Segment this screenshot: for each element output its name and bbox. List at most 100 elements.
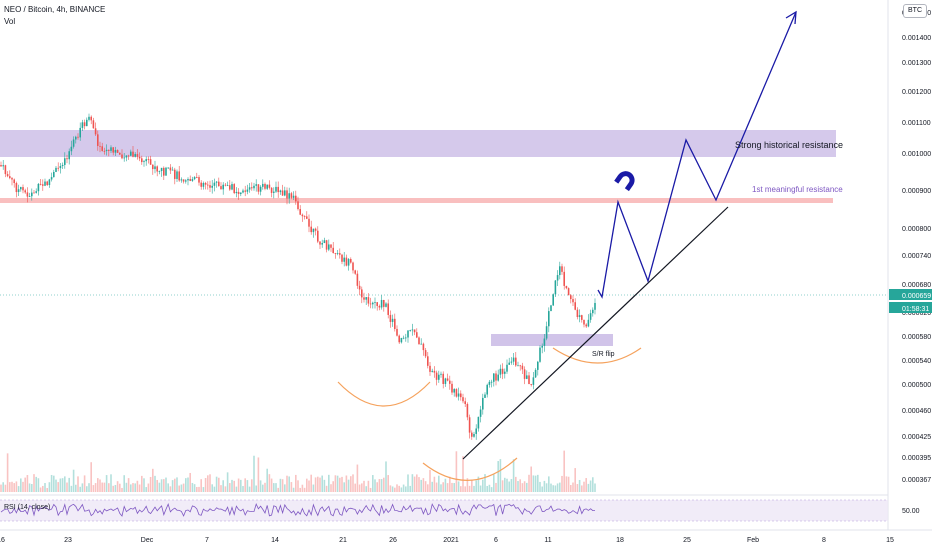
candle-body	[328, 244, 330, 250]
candle-body	[288, 193, 290, 199]
volume-bar	[332, 481, 334, 492]
candle-body	[312, 228, 315, 233]
volume-bar	[248, 486, 251, 492]
strong-resistance-label[interactable]: Strong historical resistance	[735, 140, 843, 150]
candle-body	[347, 259, 350, 266]
volume-bar	[559, 482, 561, 492]
volume-bar	[191, 482, 194, 492]
volume-bar	[50, 474, 53, 492]
candle-body	[70, 146, 73, 152]
volume-bar	[233, 480, 235, 492]
candle-body	[281, 190, 284, 196]
volume-bar	[312, 484, 315, 492]
time-tick-label: 23	[64, 537, 72, 544]
candle-body	[306, 216, 308, 219]
candle-body	[176, 171, 178, 179]
candle-body	[314, 228, 317, 231]
candle-body	[94, 128, 97, 135]
candle-body	[136, 154, 139, 157]
candle-body	[119, 152, 121, 155]
volume-bar	[383, 477, 385, 492]
candle-body	[356, 273, 359, 286]
candle-body	[570, 295, 572, 300]
currency-badge[interactable]: BTC	[903, 4, 927, 18]
first-resistance-line[interactable]	[0, 198, 833, 203]
price-tick-label: 0.001400	[902, 35, 931, 42]
candle-body	[204, 182, 207, 185]
price-tick-label: 0.000680	[902, 282, 931, 289]
volume-bar	[136, 480, 139, 492]
volume-bar	[473, 485, 475, 492]
price-tick-label: 0.001100	[902, 120, 931, 127]
countdown-tag	[889, 302, 932, 313]
candle-body	[55, 167, 57, 172]
volume-bar	[297, 480, 299, 492]
candle-body	[317, 230, 319, 242]
volume-bar	[319, 477, 321, 492]
volume-bar	[2, 482, 4, 492]
volume-bar	[218, 477, 220, 492]
candle-body	[350, 259, 352, 263]
time-tick-label: 15	[886, 537, 894, 544]
volume-bar	[325, 485, 328, 492]
volume-bar	[127, 478, 130, 492]
volume-bar	[92, 485, 95, 492]
volume-bar	[119, 483, 121, 492]
volume-bar	[413, 476, 416, 492]
volume-bar	[460, 486, 462, 492]
price-tick-label: 0.000740	[902, 253, 931, 260]
volume-bar	[528, 474, 530, 492]
left-shoulder-arc[interactable]	[337, 381, 431, 407]
volume-bar	[295, 474, 297, 492]
volume-bar	[416, 474, 418, 492]
volume-bar	[405, 486, 407, 492]
volume-bar	[31, 484, 33, 492]
candle-body	[198, 177, 200, 183]
candle-body	[413, 329, 416, 333]
price-tick-label: 0.000620	[902, 310, 931, 317]
candle-body	[237, 191, 240, 195]
volume-bar	[358, 484, 361, 492]
volume-bar	[138, 484, 141, 492]
volume-bar	[574, 468, 576, 492]
candle-body	[57, 167, 59, 169]
volume-bar	[515, 476, 517, 492]
first-resistance-label[interactable]: 1st meaningful resistance	[752, 185, 843, 194]
volume-bar	[156, 479, 158, 492]
rsi-label[interactable]: RSI (14, close)	[4, 504, 50, 511]
candle-body	[182, 179, 185, 182]
bottom-arc[interactable]	[422, 457, 518, 481]
candle-body	[211, 185, 213, 188]
candle-body	[559, 266, 561, 276]
volume-bar	[376, 482, 378, 492]
candle-body	[180, 179, 183, 181]
strong-resistance-zone[interactable]	[0, 130, 836, 157]
sr-flip-zone[interactable]	[491, 334, 613, 346]
candle-body	[33, 192, 35, 194]
price-tick-label: 0.001000	[902, 151, 931, 158]
time-axis-ticks: 16 23 Dec 7 14 21 26 2021 6 11 18 25 Feb 8 15	[0, 537, 894, 544]
projection-path[interactable]	[597, 11, 797, 299]
candle-body	[345, 257, 348, 266]
candle-body	[438, 374, 440, 380]
candle-body	[411, 329, 414, 331]
volume-bar	[314, 477, 317, 492]
candle-body	[178, 171, 180, 181]
volume-bar	[354, 483, 356, 492]
candle-body	[424, 350, 427, 357]
candle-body	[532, 377, 535, 385]
right-shoulder-arc[interactable]	[552, 347, 642, 364]
candle-body	[545, 326, 548, 339]
volume-bar	[475, 480, 477, 492]
volume-bar	[193, 484, 196, 492]
volume-label[interactable]: Vol	[4, 17, 16, 26]
sr-flip-label[interactable]: S/R flip	[592, 351, 615, 358]
candle-body	[431, 370, 433, 372]
candle-body	[99, 145, 101, 147]
ascending-trendline[interactable]	[462, 206, 729, 460]
candle-body	[490, 381, 493, 383]
symbol-title[interactable]: NEO / Bitcoin, 4h, BINANCE	[4, 5, 106, 14]
magnet-icon[interactable]	[614, 168, 638, 192]
volume-bar	[438, 475, 440, 492]
